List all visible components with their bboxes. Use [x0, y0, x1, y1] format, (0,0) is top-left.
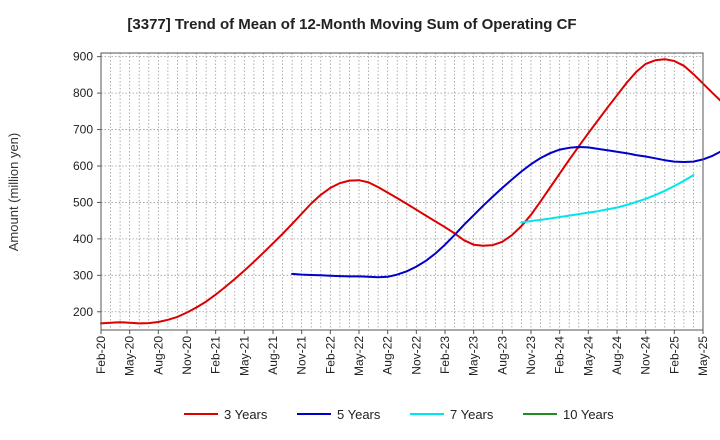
- x-tick-label: Feb-20: [94, 336, 108, 374]
- x-tick-label: Aug-21: [266, 336, 280, 375]
- chart-title: [3377] Trend of Mean of 12-Month Moving …: [127, 16, 576, 33]
- x-tick-label: Nov-20: [180, 336, 194, 375]
- y-axis-ticks: 200 300 400 500 600 700 800 900: [73, 50, 101, 319]
- legend-label: 7 Years: [450, 407, 494, 422]
- x-tick-label: May-22: [352, 336, 366, 376]
- y-tick-label: 500: [73, 195, 93, 209]
- x-tick-label: Aug-22: [381, 336, 395, 375]
- y-tick-label: 900: [73, 50, 93, 64]
- y-tick-label: 700: [73, 123, 93, 137]
- legend-label: 3 Years: [224, 407, 268, 422]
- x-tick-label: Aug-23: [495, 336, 509, 375]
- x-tick-label: Nov-22: [409, 336, 423, 375]
- grid: [101, 53, 703, 330]
- x-tick-label: Aug-20: [151, 336, 165, 375]
- x-axis-ticks: Feb-20 May-20 Aug-20 Nov-20 Feb-21 May-21 Aug-…: [94, 330, 710, 376]
- legend-label: 5 Years: [337, 407, 381, 422]
- x-tick-label: May-23: [467, 336, 481, 376]
- x-tick-label: Feb-21: [209, 336, 223, 374]
- series-line-5-years: [291, 146, 720, 279]
- y-axis-label: Amount (million yen): [6, 133, 21, 252]
- x-tick-label: Nov-24: [639, 336, 653, 375]
- x-tick-label: May-25: [696, 336, 710, 376]
- x-tick-label: Nov-23: [524, 336, 538, 375]
- y-tick-label: 400: [73, 232, 93, 246]
- series-line-3-years: [100, 58, 720, 325]
- x-tick-label: Nov-21: [295, 336, 309, 375]
- y-tick-label: 200: [73, 305, 93, 319]
- x-tick-label: May-20: [123, 336, 137, 376]
- x-tick-label: May-21: [237, 336, 251, 376]
- series-lines: [100, 58, 720, 325]
- plot-area: [100, 52, 704, 331]
- x-tick-label: Feb-22: [323, 336, 337, 374]
- x-tick-label: Feb-23: [438, 336, 452, 374]
- x-tick-label: May-24: [581, 336, 595, 376]
- series-line-7-years: [520, 174, 695, 224]
- legend: 3 Years 5 Years 7 Years 10 Years: [184, 407, 614, 422]
- y-tick-label: 300: [73, 268, 93, 282]
- legend-label: 10 Years: [563, 407, 614, 422]
- x-tick-label: Aug-24: [610, 336, 624, 375]
- x-tick-label: Feb-25: [667, 336, 681, 374]
- y-tick-label: 600: [73, 159, 93, 173]
- x-tick-label: Feb-24: [553, 336, 567, 374]
- y-tick-label: 800: [73, 86, 93, 100]
